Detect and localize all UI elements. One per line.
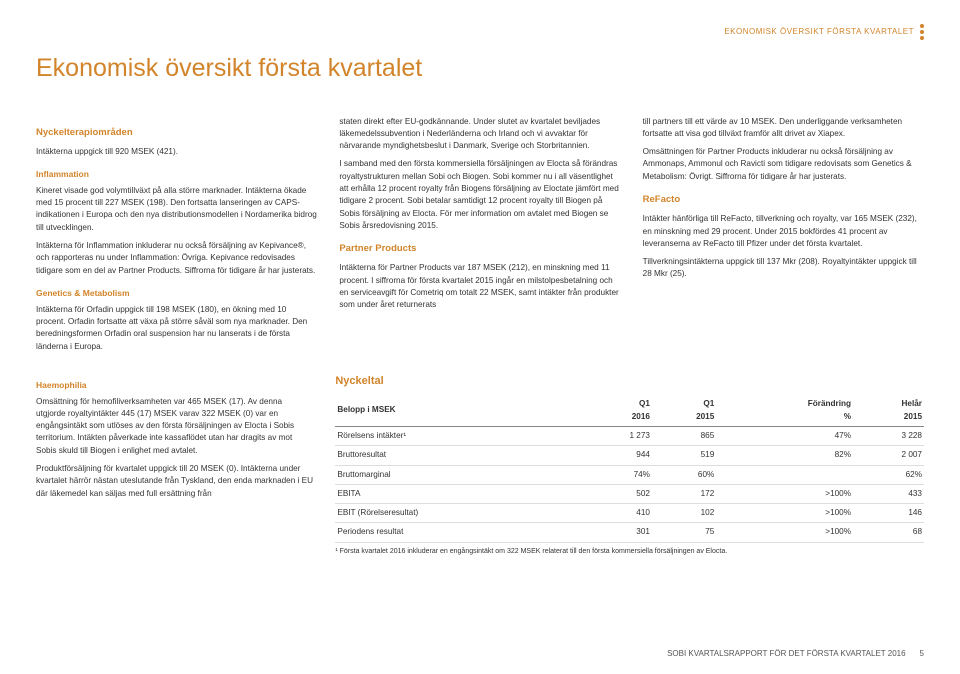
- table-title: Nyckeltal: [335, 373, 924, 390]
- table-cell: Rörelsens intäkter¹: [335, 426, 581, 445]
- heading-refacto: ReFacto: [643, 193, 924, 207]
- heading-inflammation: Inflammation: [36, 168, 317, 181]
- table-row: Periodens resultat30175>100%68: [335, 523, 924, 542]
- heading-focus: Nyckelterapiområden: [36, 126, 317, 140]
- text: Omsättning för hemofiliverksamheten var …: [36, 396, 313, 457]
- table-header: Helår2015: [853, 395, 924, 426]
- table-header: Q12016: [581, 395, 652, 426]
- table-block: Nyckeltal Belopp i MSEK Q12016 Q12015 Fö…: [335, 369, 924, 557]
- body-columns: Nyckelterapiområden Intäkterna uppgick t…: [36, 116, 924, 359]
- table-cell: 68: [853, 523, 924, 542]
- table-row: EBIT (Rörelseresultat)410102>100%146: [335, 504, 924, 523]
- table-cell: 47%: [716, 426, 853, 445]
- table-cell: [716, 465, 853, 484]
- table-cell: 3 228: [853, 426, 924, 445]
- table-cell: 519: [652, 446, 716, 465]
- table-footnote: ¹ Första kvartalet 2016 inkluderar en en…: [335, 547, 924, 558]
- table-cell: 944: [581, 446, 652, 465]
- text: Intäkterna för Orfadin uppgick till 198 …: [36, 304, 317, 353]
- table-cell: 865: [652, 426, 716, 445]
- table-cell: 1 273: [581, 426, 652, 445]
- text: Kineret visade god volymtillväxt på alla…: [36, 185, 317, 234]
- table-cell: Bruttomarginal: [335, 465, 581, 484]
- table-row: Bruttoresultat94451982%2 007: [335, 446, 924, 465]
- table-cell: EBIT (Rörelseresultat): [335, 504, 581, 523]
- header-dots: [920, 24, 924, 40]
- text: Intäkterna för Inflammation inkluderar n…: [36, 240, 317, 277]
- text: Intäkterna uppgick till 920 MSEK (421).: [36, 146, 317, 158]
- page-number: 5: [920, 648, 924, 660]
- heading-haemophilia: Haemophilia: [36, 379, 313, 392]
- table-header: Belopp i MSEK: [335, 395, 581, 426]
- text: Omsättningen för Partner Products inklud…: [643, 146, 924, 183]
- table-header-row: Belopp i MSEK Q12016 Q12015 Förändring% …: [335, 395, 924, 426]
- table-cell: 146: [853, 504, 924, 523]
- table-header: Förändring%: [716, 395, 853, 426]
- table-cell: 2 007: [853, 446, 924, 465]
- table-cell: 102: [652, 504, 716, 523]
- column-3: till partners till ett värde av 10 MSEK.…: [643, 116, 924, 359]
- page-title: Ekonomisk översikt första kvartalet: [36, 50, 924, 88]
- table-cell: 172: [652, 484, 716, 503]
- table-cell: >100%: [716, 523, 853, 542]
- lower-row: Haemophilia Omsättning för hemofiliverks…: [36, 369, 924, 557]
- table-cell: 75: [652, 523, 716, 542]
- text: Intäkterna för Partner Products var 187 …: [339, 262, 620, 311]
- text: I samband med den första kommersiella fö…: [339, 158, 620, 232]
- table-cell: EBITA: [335, 484, 581, 503]
- table-cell: >100%: [716, 484, 853, 503]
- table-cell: 410: [581, 504, 652, 523]
- table-header: Q12015: [652, 395, 716, 426]
- heading-genetics: Genetics & Metabolism: [36, 287, 317, 300]
- column-1: Nyckelterapiområden Intäkterna uppgick t…: [36, 116, 317, 359]
- text: Intäkter hänförliga till ReFacto, tillve…: [643, 213, 924, 250]
- text: till partners till ett värde av 10 MSEK.…: [643, 116, 924, 141]
- heading-partner-products: Partner Products: [339, 242, 620, 256]
- table-cell: 433: [853, 484, 924, 503]
- table-cell: 82%: [716, 446, 853, 465]
- page-footer: SOBI KVARTALSRAPPORT FÖR DET FÖRSTA KVAR…: [36, 648, 924, 660]
- table-cell: 74%: [581, 465, 652, 484]
- table-row: Rörelsens intäkter¹1 27386547%3 228: [335, 426, 924, 445]
- text: staten direkt efter EU-godkännande. Unde…: [339, 116, 620, 153]
- table-cell: 301: [581, 523, 652, 542]
- key-figures-table: Belopp i MSEK Q12016 Q12015 Förändring% …: [335, 395, 924, 542]
- text: Tillverkningsintäkterna uppgick till 137…: [643, 256, 924, 281]
- table-row: Bruttomarginal74%60% 62%: [335, 465, 924, 484]
- table-cell: Bruttoresultat: [335, 446, 581, 465]
- header-label: EKONOMISK ÖVERSIKT FÖRSTA KVARTALET: [724, 26, 914, 38]
- table-cell: >100%: [716, 504, 853, 523]
- column-2: staten direkt efter EU-godkännande. Unde…: [339, 116, 620, 359]
- table-cell: Periodens resultat: [335, 523, 581, 542]
- table-cell: 502: [581, 484, 652, 503]
- text: Produktförsäljning för kvartalet uppgick…: [36, 463, 313, 500]
- table-cell: 62%: [853, 465, 924, 484]
- header-bar: EKONOMISK ÖVERSIKT FÖRSTA KVARTALET: [36, 24, 924, 40]
- haemophilia-block: Haemophilia Omsättning för hemofiliverks…: [36, 369, 313, 557]
- footer-text: SOBI KVARTALSRAPPORT FÖR DET FÖRSTA KVAR…: [667, 648, 905, 660]
- table-row: EBITA502172>100%433: [335, 484, 924, 503]
- table-cell: 60%: [652, 465, 716, 484]
